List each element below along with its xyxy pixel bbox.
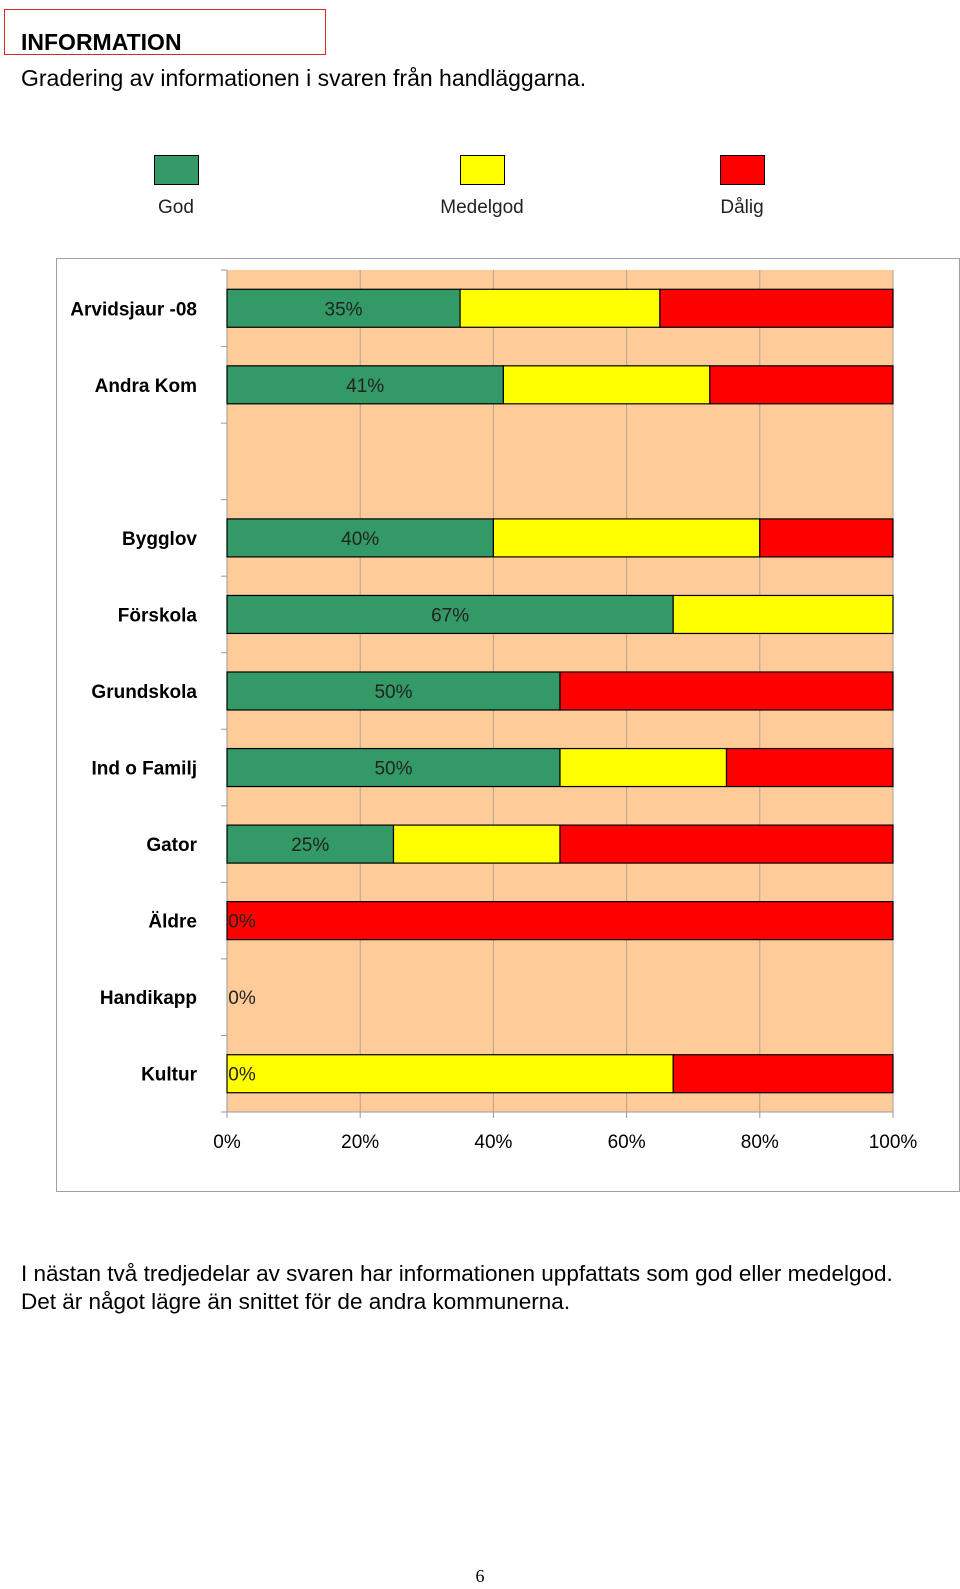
category-label: Äldre (148, 912, 197, 933)
data-label: 35% (325, 299, 363, 320)
data-label: 50% (374, 682, 412, 703)
heading-box (4, 9, 326, 55)
data-label: 0% (228, 912, 256, 933)
x-tick-label: 100% (869, 1132, 918, 1153)
bar-segment (226, 594, 674, 635)
stacked-bar-chart: 0% 20% 40% 60% 80% 100% Arvidsjaur -08 35% Andra… (70, 269, 918, 1153)
category-label: Bygglov (122, 529, 197, 550)
category-label: Gator (146, 835, 197, 856)
x-tick-label: 20% (341, 1132, 379, 1153)
bar-segment (559, 824, 894, 864)
bar-segment (559, 671, 894, 711)
category-label: Grundskola (91, 682, 197, 703)
bar-segment (459, 288, 661, 328)
legend-swatch-god (153, 155, 199, 185)
category-label: Ind o Familj (91, 759, 197, 780)
data-label: 67% (431, 605, 469, 626)
x-tick-label: 40% (474, 1132, 512, 1153)
data-label: 41% (346, 376, 384, 397)
bar-segment (226, 671, 561, 711)
bar-segment (725, 747, 894, 788)
bar-segment (226, 365, 504, 405)
x-tick-label: 60% (608, 1132, 646, 1153)
category-label: Andra Kom (95, 376, 197, 397)
legend-item-god: God (126, 155, 226, 219)
bar-segment (659, 288, 894, 328)
bar-segment (709, 365, 894, 405)
legend-label-god: God (158, 197, 194, 218)
category-label: Arvidsjaur -08 (70, 299, 197, 320)
bar-segment (226, 747, 561, 788)
legend-label-medelgod: Medelgod (440, 197, 524, 218)
bar-segment (226, 901, 894, 941)
legend-item-medelgod: Medelgod (432, 155, 532, 219)
bar-segment (759, 518, 894, 558)
x-tick-label: 80% (741, 1132, 779, 1153)
data-label: 0% (228, 1065, 256, 1086)
page-title: INFORMATION (21, 29, 182, 55)
bar-segment (226, 1054, 674, 1094)
x-tick-label: 0% (213, 1132, 241, 1153)
page-subtitle: Gradering av informationen i svaren från… (21, 65, 587, 91)
category-label: Handikapp (100, 988, 197, 1009)
legend-item-dalig: Dålig (692, 155, 792, 219)
bar-segment (672, 1054, 894, 1094)
bar-segment (492, 518, 761, 558)
page-number: 6 (475, 1566, 485, 1586)
category-label: Förskola (118, 605, 198, 626)
data-label: 50% (374, 759, 412, 780)
bar-segment (226, 824, 395, 864)
legend-swatch-dalig (719, 155, 765, 185)
bar-segment (392, 824, 561, 864)
bar-segment (226, 288, 461, 328)
legend-label-dalig: Dålig (720, 197, 764, 218)
bar-segment (502, 365, 711, 405)
legend-swatch-medelgod (459, 155, 505, 185)
body-paragraph: I nästan två tredjedelar av svaren har i… (21, 1261, 893, 1314)
bar-segment (672, 594, 894, 635)
category-label: Kultur (141, 1065, 198, 1086)
data-label: 0% (228, 988, 256, 1009)
data-label: 40% (341, 529, 379, 550)
data-label: 25% (291, 835, 329, 856)
bar-segment (559, 747, 728, 788)
bar-segment (226, 518, 494, 558)
